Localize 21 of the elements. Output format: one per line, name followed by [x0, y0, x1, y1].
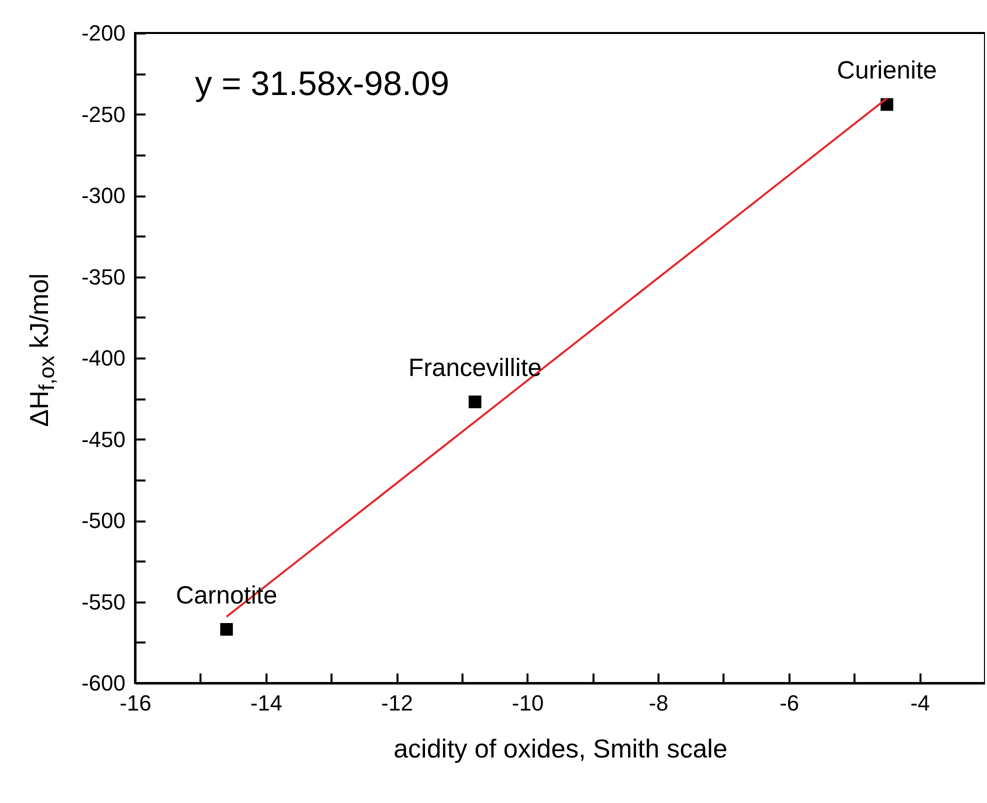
y-tick-label: -450 — [81, 426, 126, 452]
y-tick-label: -500 — [81, 508, 126, 533]
point — [468, 396, 482, 408]
x-tick-label: -8 — [648, 690, 668, 716]
x-tick-label: -14 — [250, 690, 282, 716]
y-tick-label: -250 — [81, 102, 126, 127]
y-tick-label: -550 — [81, 589, 126, 614]
x-tick-label: -10 — [512, 690, 544, 716]
x-tick-label: -4 — [910, 690, 930, 716]
x-tick-label: -6 — [780, 690, 800, 716]
annotation: y = 31.58x-98.09 — [195, 65, 450, 103]
point — [220, 623, 233, 636]
x-axis-title: acidity of oxides, Smith scale — [394, 734, 728, 764]
annotation: Francevillite — [408, 354, 542, 382]
y-tick-label: -300 — [81, 183, 126, 208]
y-tick-label: -400 — [81, 346, 126, 370]
point — [880, 98, 894, 111]
annotation: Curienite — [836, 56, 937, 84]
y-tick-label: -350 — [81, 264, 126, 290]
y-tick-label: -200 — [81, 20, 126, 46]
x-tick-label: -12 — [381, 690, 413, 716]
